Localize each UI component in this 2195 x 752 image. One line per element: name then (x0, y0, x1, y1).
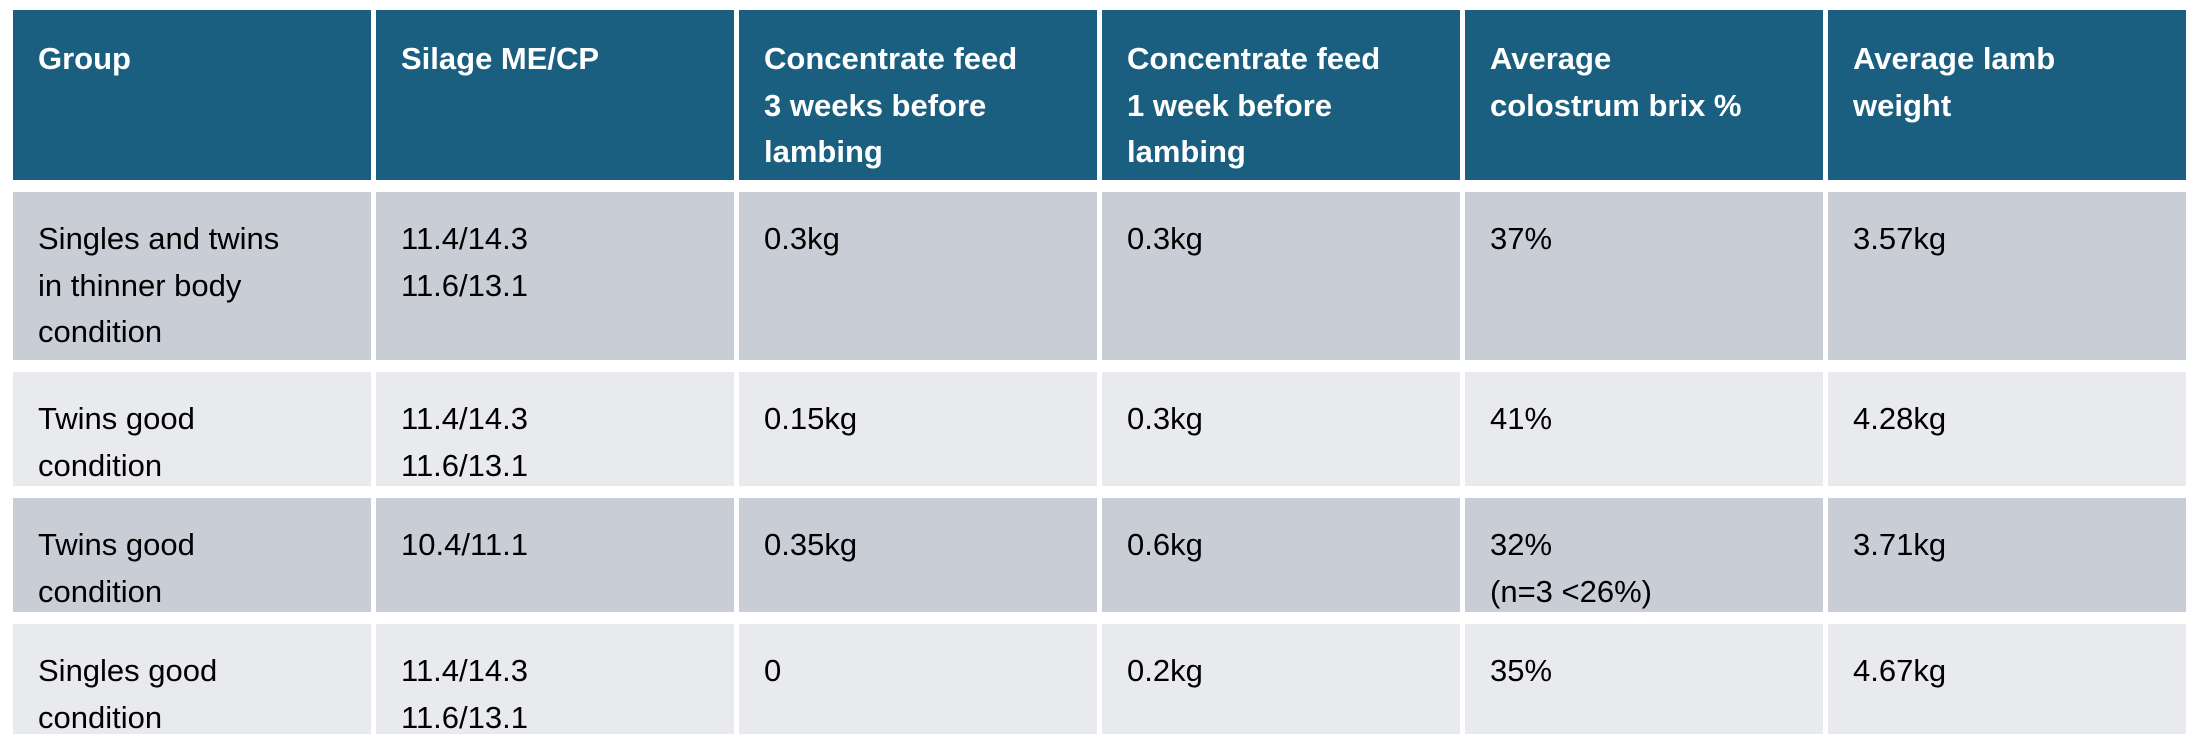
table-cell-feed-1wk: 0.2kg (1102, 624, 1460, 734)
table-cell-feed-1wk: 0.3kg (1102, 372, 1460, 486)
table-cell-brix: 35% (1465, 624, 1823, 734)
table-cell-brix: 32% (n=3 <26%) (1465, 498, 1823, 612)
table-cell-brix: 37% (1465, 192, 1823, 360)
column-header-group: Group (13, 10, 371, 180)
column-header-concentrate-3-weeks: Concentrate feed 3 weeks before lambing (739, 10, 1097, 180)
table-cell-silage: 11.4/14.3 11.6/13.1 (376, 192, 734, 360)
table-cell-feed-3wk: 0.3kg (739, 192, 1097, 360)
table-cell-lamb-weight: 4.28kg (1828, 372, 2186, 486)
table-cell-silage: 11.4/14.3 11.6/13.1 (376, 372, 734, 486)
table-cell-brix: 41% (1465, 372, 1823, 486)
table-cell-group: Singles and twins in thinner body condit… (13, 192, 371, 360)
table-cell-silage: 10.4/11.1 (376, 498, 734, 612)
table-grid: Group Silage ME/CP Concentrate feed 3 we… (13, 10, 2186, 734)
column-header-concentrate-1-week: Concentrate feed 1 week before lambing (1102, 10, 1460, 180)
table-cell-lamb-weight: 3.57kg (1828, 192, 2186, 360)
table-cell-feed-1wk: 0.3kg (1102, 192, 1460, 360)
table-cell-silage: 11.4/14.3 11.6/13.1 (376, 624, 734, 734)
table-cell-feed-1wk: 0.6kg (1102, 498, 1460, 612)
column-header-avg-colostrum-brix: Average colostrum brix % (1465, 10, 1823, 180)
table-cell-feed-3wk: 0.15kg (739, 372, 1097, 486)
column-header-silage-me-cp: Silage ME/CP (376, 10, 734, 180)
table-cell-feed-3wk: 0.35kg (739, 498, 1097, 612)
table-cell-feed-3wk: 0 (739, 624, 1097, 734)
table-cell-group: Twins good condition (13, 498, 371, 612)
column-header-avg-lamb-weight: Average lamb weight (1828, 10, 2186, 180)
table-cell-lamb-weight: 4.67kg (1828, 624, 2186, 734)
lambing-results-table: Group Silage ME/CP Concentrate feed 3 we… (13, 10, 2186, 734)
table-cell-group: Singles good condition (13, 624, 371, 734)
table-cell-group: Twins good condition (13, 372, 371, 486)
table-cell-lamb-weight: 3.71kg (1828, 498, 2186, 612)
